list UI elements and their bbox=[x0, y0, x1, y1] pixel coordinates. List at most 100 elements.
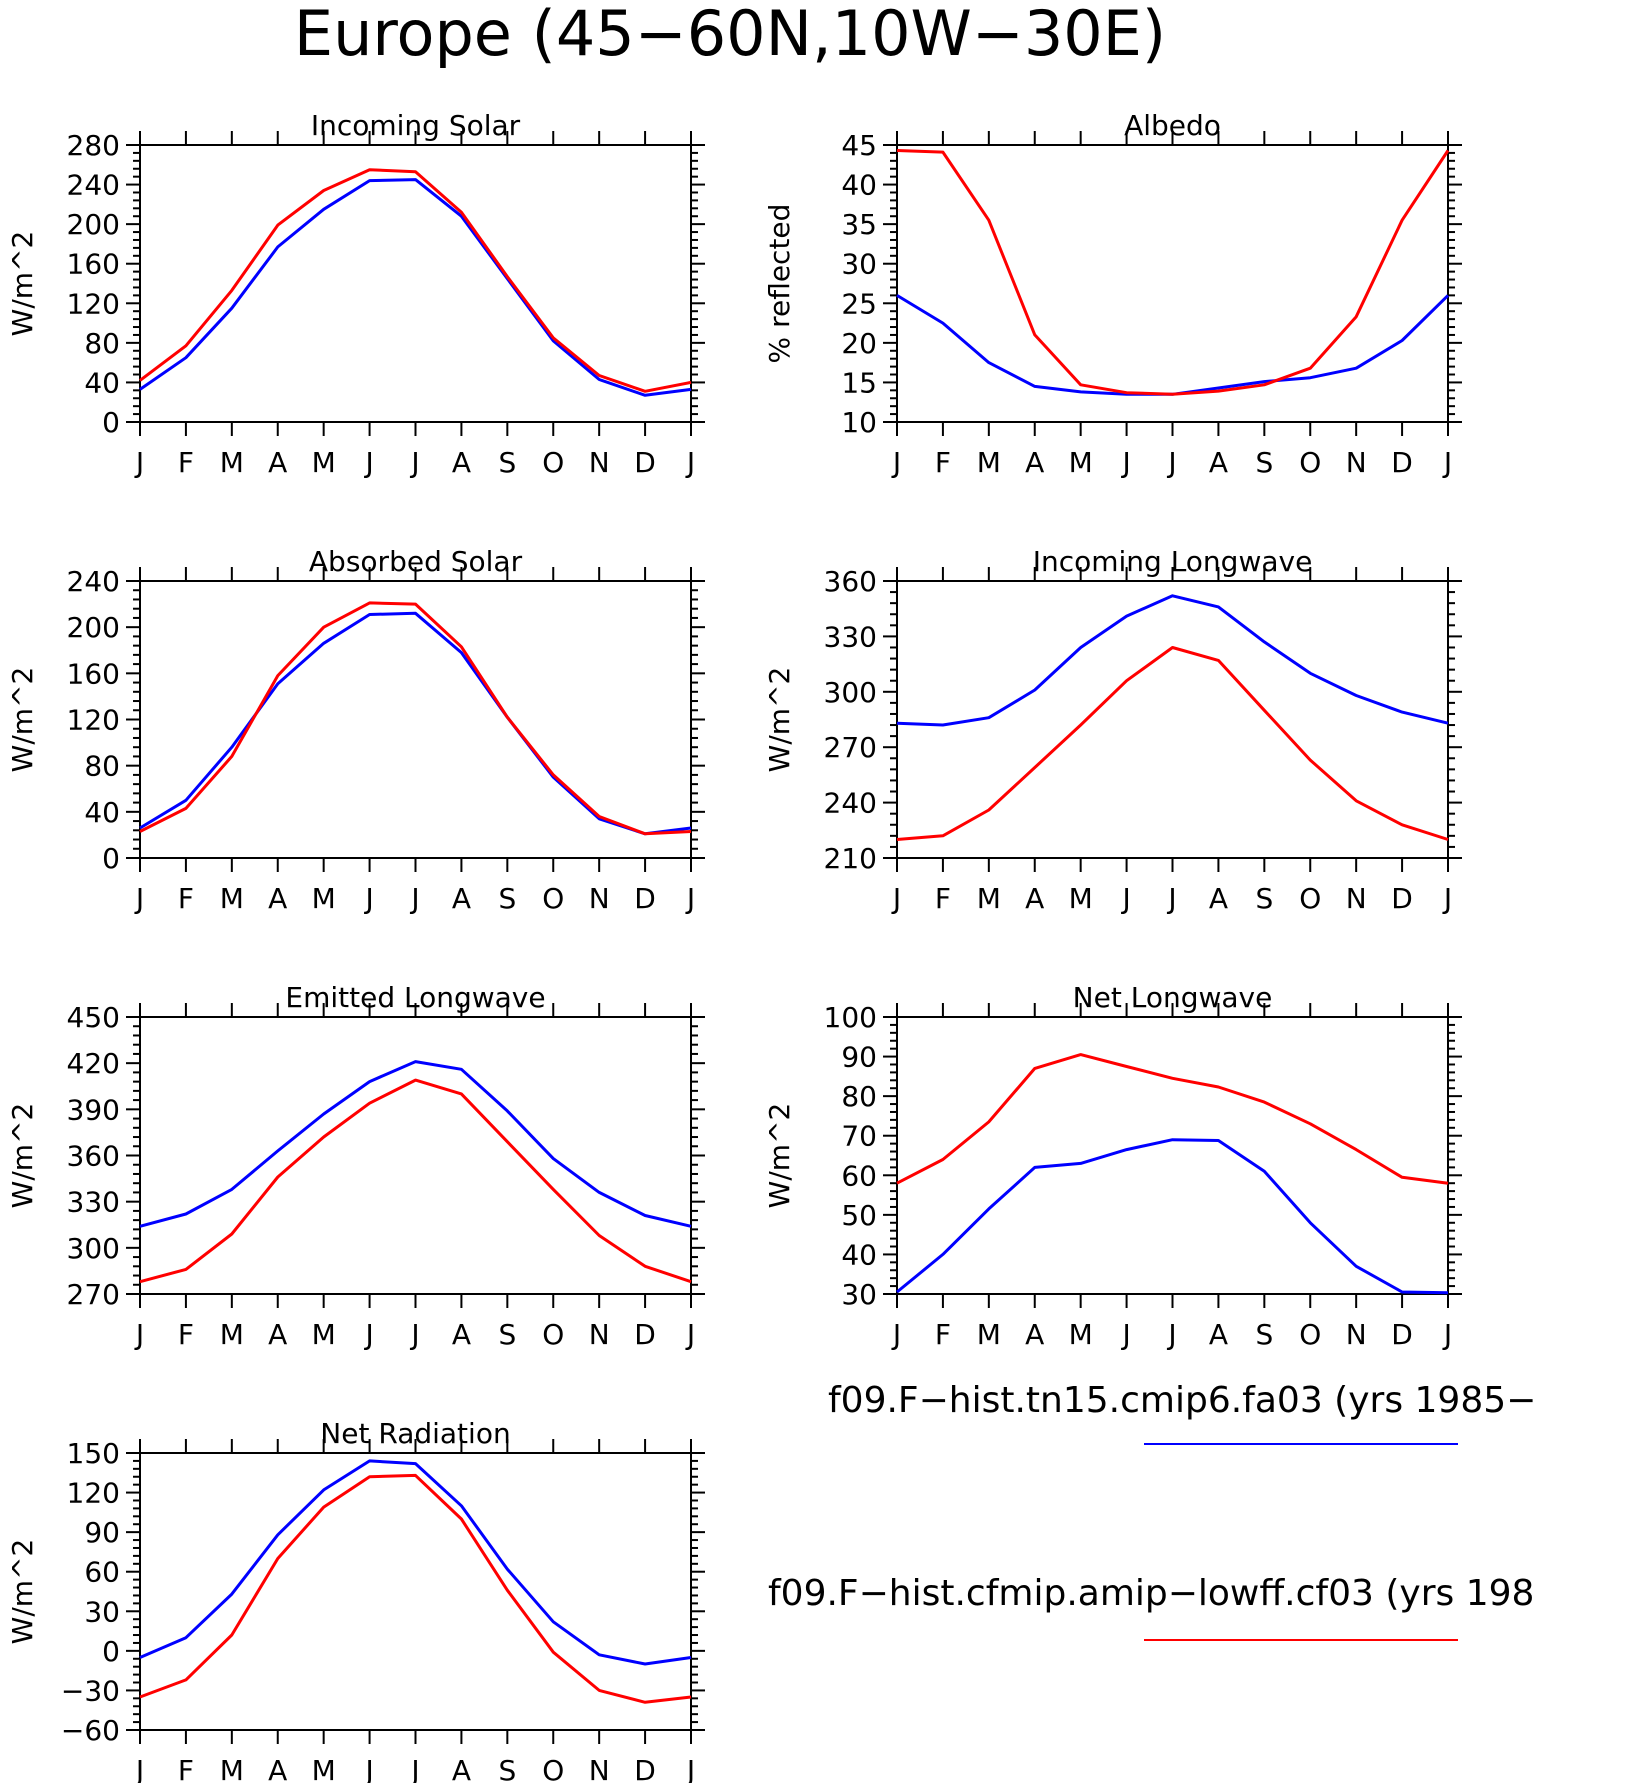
x-tick-label: A bbox=[452, 882, 471, 915]
x-tick-label: A bbox=[268, 1318, 287, 1351]
x-tick-label: N bbox=[1346, 1318, 1367, 1351]
y-tick-label: 60 bbox=[84, 1556, 120, 1589]
y-tick-label: 240 bbox=[67, 169, 120, 202]
y-tick-label: 100 bbox=[824, 1001, 877, 1034]
x-tick-label: M bbox=[977, 882, 1001, 915]
x-tick-label: S bbox=[498, 1318, 516, 1351]
x-tick-label: J bbox=[134, 446, 144, 479]
y-tick-label: 90 bbox=[84, 1516, 120, 1549]
x-tick-label: O bbox=[1299, 1318, 1321, 1351]
y-tick-label: 150 bbox=[67, 1437, 120, 1470]
y-tick-label: 330 bbox=[67, 1186, 120, 1219]
legend-label-1: f09.F−hist.cfmip.amip−lowff.cf03 (yrs 19… bbox=[768, 1573, 1534, 1614]
x-tick-label: J bbox=[363, 882, 373, 915]
x-tick-label: J bbox=[685, 1754, 695, 1783]
y-tick-label: 200 bbox=[67, 611, 120, 644]
x-tick-label: J bbox=[1442, 882, 1452, 915]
y-tick-label: 360 bbox=[67, 1140, 120, 1173]
y-tick-label: 390 bbox=[67, 1093, 120, 1126]
y-tick-label: 450 bbox=[67, 1001, 120, 1034]
y-tick-label: 210 bbox=[824, 842, 877, 875]
x-tick-label: J bbox=[409, 1318, 419, 1351]
legend-label-0: f09.F−hist.tn15.cmip6.fa03 (yrs 1985− bbox=[828, 1380, 1536, 1421]
x-tick-label: M bbox=[220, 1318, 244, 1351]
x-tick-label: M bbox=[312, 1754, 336, 1783]
series-line-blue bbox=[139, 1459, 692, 1666]
y-tick-label: 120 bbox=[67, 704, 120, 737]
y-tick-label: 40 bbox=[841, 169, 877, 202]
y-axis-label: W/m^2 bbox=[763, 667, 796, 773]
x-tick-label: J bbox=[891, 1318, 901, 1351]
x-tick-label: M bbox=[312, 1318, 336, 1351]
y-tick-label: 0 bbox=[102, 406, 120, 439]
x-tick-label: J bbox=[1166, 1318, 1176, 1351]
y-tick-label: 240 bbox=[824, 787, 877, 820]
y-tick-label: 60 bbox=[841, 1159, 877, 1192]
y-tick-label: 15 bbox=[841, 366, 877, 399]
x-tick-label: A bbox=[452, 1318, 471, 1351]
y-tick-label: 40 bbox=[84, 796, 120, 829]
x-tick-label: A bbox=[268, 1754, 287, 1783]
x-tick-label: A bbox=[1025, 446, 1044, 479]
x-tick-label: J bbox=[134, 882, 144, 915]
x-tick-label: S bbox=[498, 446, 516, 479]
y-tick-label: 270 bbox=[824, 731, 877, 764]
y-tick-label: 360 bbox=[824, 565, 877, 598]
series-line-red bbox=[139, 1473, 692, 1704]
x-tick-label: J bbox=[1120, 1318, 1130, 1351]
x-tick-label: A bbox=[1209, 882, 1228, 915]
x-tick-label: F bbox=[935, 446, 951, 479]
y-tick-label: 300 bbox=[67, 1232, 120, 1265]
x-tick-label: O bbox=[1299, 446, 1321, 479]
panels: Incoming Solar04080120160200240280W/m^2J… bbox=[6, 109, 1462, 1783]
x-tick-label: F bbox=[935, 882, 951, 915]
series-line-red bbox=[896, 646, 1449, 841]
y-tick-label: 20 bbox=[841, 327, 877, 360]
x-tick-label: D bbox=[634, 446, 656, 479]
y-tick-label: 240 bbox=[67, 565, 120, 598]
x-tick-label: N bbox=[589, 882, 610, 915]
y-tick-label: 80 bbox=[84, 327, 120, 360]
x-tick-label: M bbox=[220, 446, 244, 479]
x-tick-label: J bbox=[363, 1318, 373, 1351]
panel-incoming-solar: Incoming Solar04080120160200240280W/m^2J… bbox=[6, 109, 705, 479]
x-tick-label: A bbox=[452, 446, 471, 479]
series-line-blue bbox=[139, 611, 692, 836]
y-tick-label: 30 bbox=[84, 1595, 120, 1628]
x-tick-label: J bbox=[891, 446, 901, 479]
y-tick-label: 45 bbox=[841, 129, 877, 162]
y-tick-label: 40 bbox=[84, 366, 120, 399]
x-tick-label: A bbox=[1209, 1318, 1228, 1351]
x-tick-label: O bbox=[1299, 882, 1321, 915]
y-axis-label: % reflected bbox=[763, 204, 796, 364]
x-tick-label: S bbox=[1255, 446, 1273, 479]
x-tick-label: M bbox=[1069, 446, 1093, 479]
x-tick-label: M bbox=[312, 882, 336, 915]
x-tick-label: A bbox=[1025, 882, 1044, 915]
x-tick-label: J bbox=[685, 1318, 695, 1351]
x-tick-label: S bbox=[1255, 882, 1273, 915]
plot-frame bbox=[139, 1452, 692, 1731]
series-line-blue bbox=[139, 178, 692, 397]
x-tick-label: A bbox=[452, 1754, 471, 1783]
y-tick-label: 90 bbox=[841, 1041, 877, 1074]
series-line-red bbox=[139, 601, 692, 836]
y-axis-label: W/m^2 bbox=[6, 667, 39, 773]
x-tick-label: J bbox=[363, 1754, 373, 1783]
x-tick-label: D bbox=[634, 1754, 656, 1783]
y-axis-label: W/m^2 bbox=[6, 1103, 39, 1209]
x-tick-label: M bbox=[977, 1318, 1001, 1351]
x-tick-label: D bbox=[1391, 882, 1413, 915]
x-tick-label: M bbox=[1069, 1318, 1093, 1351]
x-tick-label: M bbox=[220, 882, 244, 915]
x-tick-label: O bbox=[542, 1318, 564, 1351]
series-line-blue bbox=[896, 294, 1450, 396]
x-tick-label: J bbox=[1442, 446, 1452, 479]
x-tick-label: D bbox=[634, 882, 656, 915]
plot-frame bbox=[139, 144, 692, 423]
y-tick-label: 120 bbox=[67, 287, 120, 320]
series-line-red bbox=[139, 1078, 692, 1284]
x-tick-label: D bbox=[634, 1318, 656, 1351]
y-tick-label: 0 bbox=[102, 1635, 120, 1668]
